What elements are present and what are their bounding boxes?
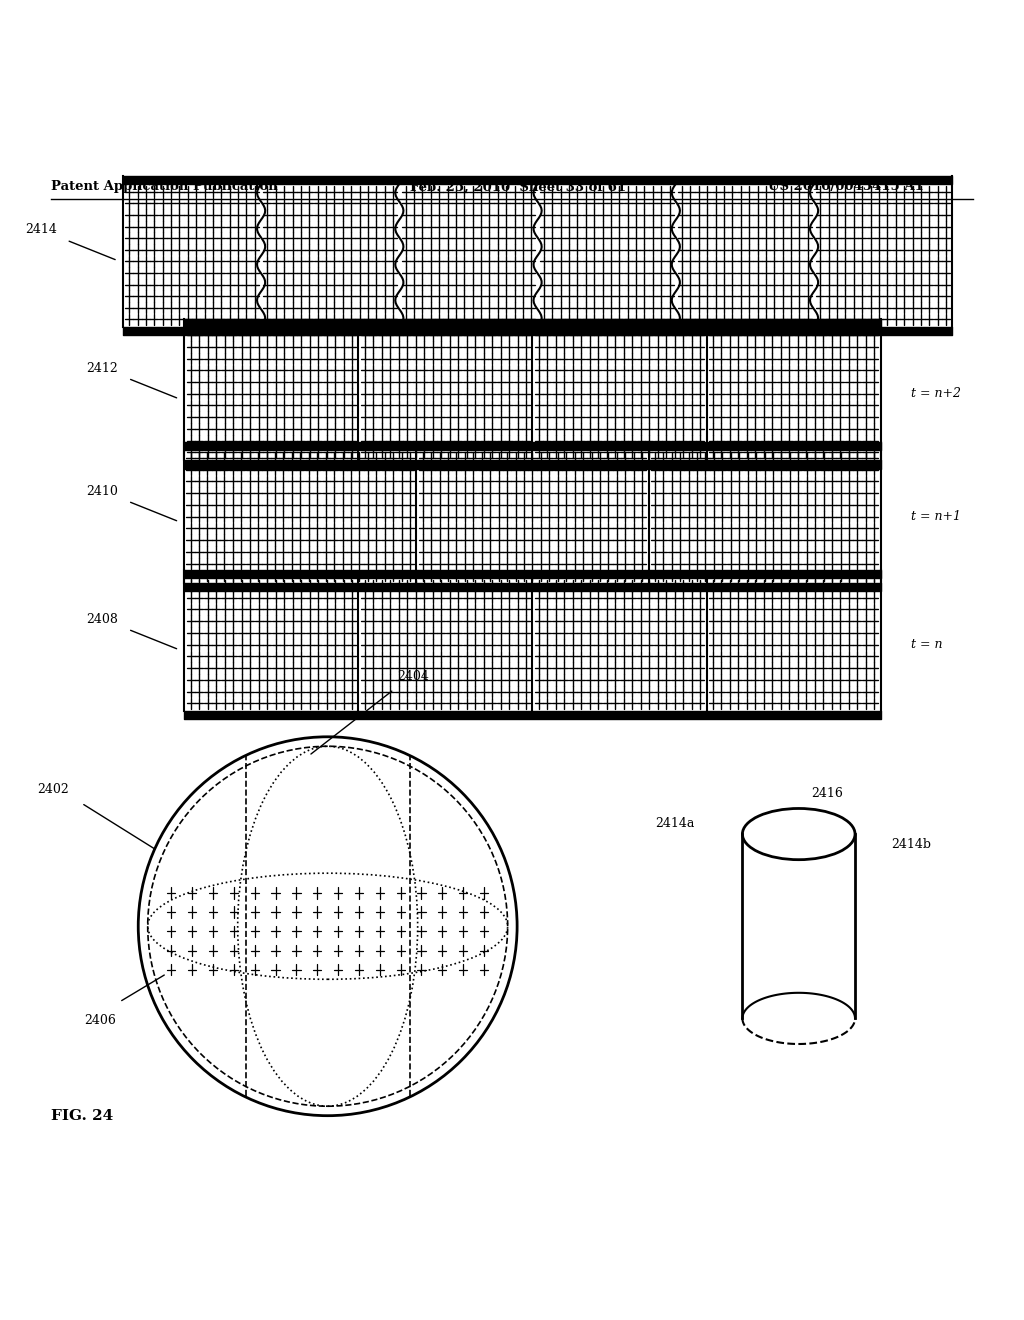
Text: t = n+1: t = n+1	[911, 510, 962, 523]
Text: 2412: 2412	[86, 362, 119, 375]
Text: 2414a: 2414a	[655, 817, 694, 830]
Text: 2408: 2408	[86, 612, 119, 626]
Text: 2402: 2402	[37, 783, 69, 796]
Text: US 2010/0045415 A1: US 2010/0045415 A1	[768, 181, 924, 194]
Text: 2414: 2414	[25, 223, 57, 236]
Text: t = n+2: t = n+2	[911, 387, 962, 400]
Text: t = n: t = n	[911, 638, 943, 651]
Text: Patent Application Publication: Patent Application Publication	[51, 181, 278, 194]
Text: 2416: 2416	[811, 787, 843, 800]
Text: 2414b: 2414b	[891, 838, 932, 851]
Text: 2406: 2406	[84, 1015, 117, 1027]
Text: 2410: 2410	[86, 484, 119, 498]
Text: FIG. 24: FIG. 24	[51, 1109, 114, 1123]
Text: Feb. 25, 2010  Sheet 33 of 61: Feb. 25, 2010 Sheet 33 of 61	[410, 181, 626, 194]
Text: 2404: 2404	[397, 669, 429, 682]
